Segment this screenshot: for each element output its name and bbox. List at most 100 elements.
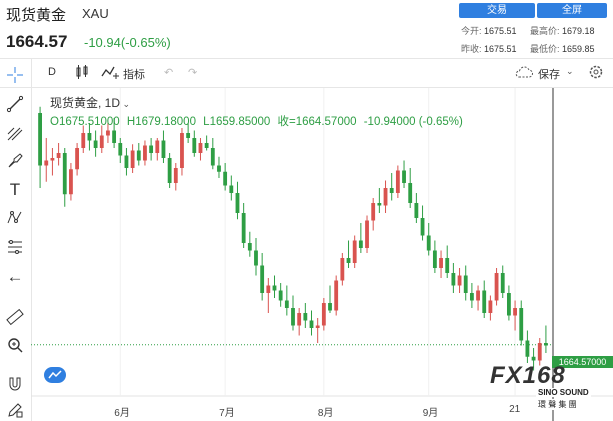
lock-pen-icon[interactable] (4, 399, 26, 421)
instrument-title: 现货黄金 (6, 7, 67, 24)
candle-body (235, 193, 240, 213)
candle-body (204, 143, 209, 148)
candle-body (352, 240, 357, 263)
cloud-icon[interactable] (514, 64, 534, 80)
candle-body (241, 213, 246, 243)
candle-body (291, 308, 295, 326)
candle-body (81, 133, 86, 148)
candle-body (439, 258, 443, 268)
candle-body (99, 135, 104, 148)
candle-body (414, 203, 419, 218)
logo-sub-text: SINO SOUND (536, 388, 591, 397)
candle-body (106, 130, 110, 136)
legend-low: L1659.85000 (203, 116, 271, 128)
brush-icon[interactable] (4, 150, 26, 172)
candle-body (192, 138, 197, 153)
last-price: 1664.57 (6, 32, 68, 51)
candle-body (402, 170, 406, 183)
ohlc-legend: O1675.51000 H1679.18000 L1659.85000 收=16… (50, 113, 467, 129)
candle-body (272, 285, 277, 291)
candle-body (469, 293, 474, 301)
trend-line-icon[interactable] (4, 93, 26, 115)
stat-low: 最低价: 1659.85 (530, 44, 595, 54)
candle-body (284, 300, 289, 308)
back-arrow-icon[interactable]: ← (6, 267, 24, 286)
x-tick-label: 9月 (422, 408, 439, 419)
price-chart[interactable] (31, 88, 613, 421)
candle-body (457, 275, 462, 286)
candle-body (476, 290, 480, 301)
magnet-icon[interactable] (4, 373, 26, 395)
candle-body (254, 250, 258, 266)
pattern-tool-icon[interactable] (4, 207, 26, 229)
zoom-icon[interactable] (4, 334, 26, 356)
legend-high: H1679.18000 (126, 116, 196, 128)
chart-style-bubble-icon[interactable] (44, 367, 66, 383)
candle-body (149, 145, 154, 153)
candle-body (488, 300, 493, 313)
candle-body (217, 165, 221, 172)
candle-body (506, 293, 511, 316)
trade-button[interactable]: 交易 (459, 3, 535, 18)
candle-body (130, 150, 135, 168)
x-tick-label: 6月 (114, 408, 130, 419)
candle-body (395, 170, 400, 193)
candle-body (69, 169, 73, 195)
save-menu-chevron-icon[interactable]: ⌄ (566, 66, 574, 76)
candle-body (75, 148, 80, 170)
ruler-icon[interactable] (4, 306, 26, 328)
interval-chevron-icon[interactable]: ⌄ (120, 99, 131, 109)
fullscreen-button[interactable]: 全屏 (537, 3, 607, 18)
logo-main-text: FX168 (490, 362, 566, 389)
candle-body (38, 113, 42, 166)
legend-close: 收=1664.57000 (277, 116, 357, 128)
candle-body (87, 133, 92, 141)
candle-body (513, 308, 517, 316)
price-change: -10.94(-0.65%) (84, 35, 171, 50)
candle-body (161, 140, 166, 158)
fx168-logo: FX168 SINO SOUND 環 聲 集 團 (490, 362, 610, 416)
crosshair-icon[interactable] (4, 64, 26, 86)
indicator-icon[interactable] (101, 64, 119, 80)
drawing-toolbar (0, 58, 32, 421)
candle-body (531, 356, 536, 361)
candle-body (358, 240, 363, 248)
text-tool-icon[interactable]: T (9, 180, 21, 199)
indicator-button[interactable]: 指标 (123, 69, 145, 81)
x-tick-label: 8月 (317, 408, 334, 419)
candle-body (525, 340, 530, 357)
candle-body (500, 273, 505, 293)
candle-body (50, 158, 55, 161)
candle-body (377, 203, 382, 206)
candle-body (365, 220, 369, 248)
instrument-symbol: XAU (82, 6, 109, 21)
candle-body (223, 171, 228, 186)
save-button[interactable]: 保存 (538, 69, 560, 81)
candle-body (451, 273, 456, 286)
candle-body (340, 258, 345, 281)
candle-body (155, 140, 160, 153)
redo-icon[interactable]: ↷ (188, 67, 198, 79)
x-tick-label: 21 (509, 404, 521, 415)
candle-body (426, 235, 431, 251)
candle-body (124, 155, 129, 168)
stat-prev-close: 昨收: 1675.51 (461, 44, 517, 54)
last-price-tag: 1664.57000 (552, 356, 613, 368)
legend-change: -10.94000 (-0.65%) (363, 116, 463, 128)
candle-body (278, 290, 283, 301)
candle-body (389, 188, 394, 193)
fib-tool-icon[interactable] (4, 122, 26, 144)
candle-type-icon[interactable] (74, 64, 90, 80)
candle-body (346, 258, 351, 263)
x-tick-label: 7月 (219, 408, 235, 419)
candle-body (118, 143, 123, 156)
undo-icon[interactable]: ↶ (164, 67, 174, 79)
stat-open: 今开: 1675.51 (461, 26, 517, 36)
settings-gear-icon[interactable] (588, 64, 604, 80)
interval-button[interactable]: D (48, 66, 56, 78)
stat-high: 最高价: 1679.18 (530, 26, 595, 36)
candle-body (186, 133, 191, 138)
candle-body (463, 275, 468, 293)
candle-body (309, 320, 314, 328)
prediction-tool-icon[interactable] (4, 236, 26, 258)
